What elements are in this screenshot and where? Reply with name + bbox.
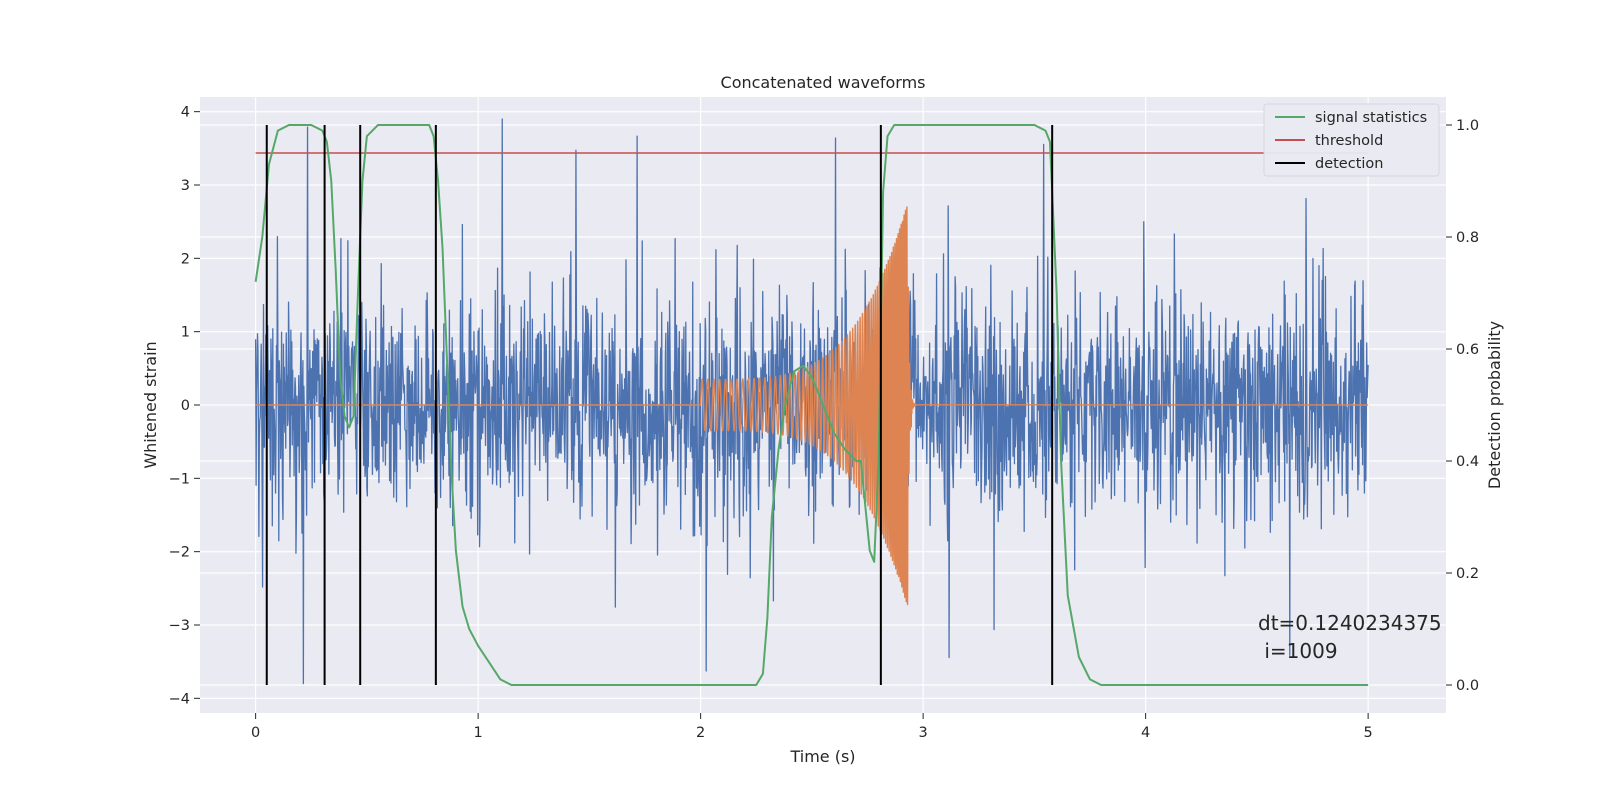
legend-label-threshold: threshold xyxy=(1315,133,1383,149)
y2-tick-label: 0.8 xyxy=(1456,230,1479,246)
ticks: 0 1 2 3 4 5 −4 −3 −2 −1 0 1 2 3 4 0.0 0.2 0.4 0.6 0.8 1.0 xyxy=(169,105,1479,741)
y2-tick-label: 0.4 xyxy=(1456,454,1479,470)
legend: signal statistics threshold detection xyxy=(1263,103,1440,177)
x-tick-label: 1 xyxy=(474,725,483,741)
y-tick-label: 1 xyxy=(181,325,190,341)
statistics-line xyxy=(254,124,1369,686)
y2-tick-label: 0.6 xyxy=(1456,342,1479,358)
y-tick-label: −3 xyxy=(169,618,190,634)
x-tick-label: 5 xyxy=(1364,725,1373,741)
y-tick-label: 4 xyxy=(181,105,190,121)
y-tick-label: 0 xyxy=(181,398,190,414)
y-tick-label: 2 xyxy=(181,251,190,267)
annotation-dt: dt=0.1240234375 xyxy=(1258,611,1442,635)
y-tick-label: −4 xyxy=(169,691,190,707)
y2-tick-label: 1.0 xyxy=(1456,118,1479,134)
annotation-i: i=1009 xyxy=(1258,639,1338,663)
y2-axis-label: Detection probability xyxy=(1485,321,1504,489)
statistics-layer xyxy=(254,124,1369,686)
x-tick-label: 0 xyxy=(251,725,260,741)
y2-tick-label: 0.2 xyxy=(1456,566,1479,582)
chart-title: Concatenated waveforms xyxy=(721,73,926,92)
x-tick-label: 4 xyxy=(1141,725,1150,741)
waveform-trace xyxy=(255,206,1369,606)
y-tick-label: 3 xyxy=(181,178,190,194)
x-tick-label: 2 xyxy=(696,725,705,741)
legend-label-detection: detection xyxy=(1315,156,1383,172)
x-tick-label: 3 xyxy=(919,725,928,741)
legend-box xyxy=(1263,103,1440,177)
x-axis-label: Time (s) xyxy=(789,747,855,766)
y-axis-label: Whitened strain xyxy=(141,341,160,468)
y2-tick-label: 0.0 xyxy=(1456,678,1479,694)
y-tick-label: −2 xyxy=(169,545,190,561)
legend-label-statistics: signal statistics xyxy=(1315,110,1427,126)
waveform-line xyxy=(255,206,1369,606)
y-tick-label: −1 xyxy=(169,471,190,487)
